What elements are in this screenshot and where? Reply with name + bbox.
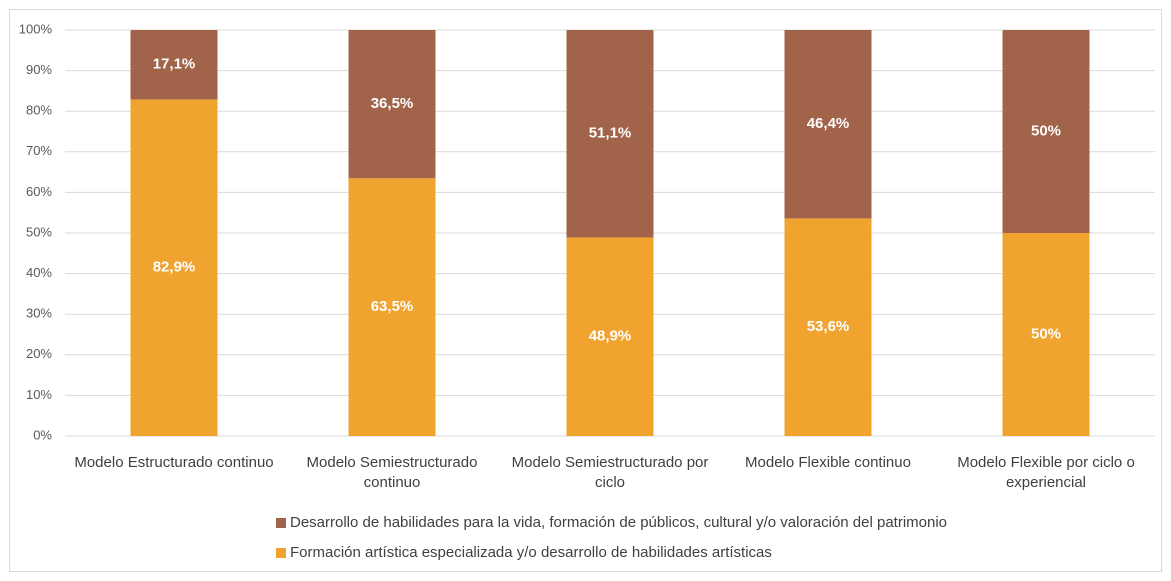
y-tick-label: 50% (26, 224, 52, 239)
legend-label: Formación artística especializada y/o de… (290, 544, 772, 561)
bar-segment (130, 30, 218, 100)
bar-segment (348, 178, 436, 436)
data-label: 50% (1031, 122, 1061, 139)
data-label: 36,5% (371, 95, 414, 112)
y-tick-label: 20% (26, 346, 52, 361)
data-label: 51,1% (589, 125, 632, 142)
bar-segment (566, 237, 654, 436)
y-tick-label: 60% (26, 184, 52, 199)
x-tick-label: Modelo Flexible continuo (745, 454, 911, 471)
bar-segment (1002, 30, 1090, 233)
bar-segment (784, 218, 872, 436)
y-tick-label: 40% (26, 265, 52, 280)
bar-segment (1002, 233, 1090, 436)
data-label: 53,6% (807, 318, 850, 335)
y-tick-label: 10% (26, 387, 52, 402)
y-tick-label: 0% (33, 427, 52, 442)
data-label: 63,5% (371, 298, 414, 315)
y-tick-label: 30% (26, 306, 52, 321)
bar-segment (348, 30, 436, 179)
bar-segment (784, 30, 872, 219)
bar-segment (130, 99, 218, 437)
legend-label: Desarrollo de habilidades para la vida, … (290, 514, 947, 531)
x-tick-label: Modelo Estructurado continuo (74, 454, 274, 471)
x-tick-label: Modelo Semiestructurado continuo (306, 454, 478, 491)
data-label: 46,4% (807, 115, 850, 132)
bar-segment (566, 30, 654, 238)
y-tick-label: 100% (19, 21, 53, 36)
data-label: 82,9% (153, 259, 196, 276)
y-tick-label: 80% (26, 103, 52, 118)
x-tick-label: Modelo Flexible por ciclo o experiencial (957, 454, 1135, 491)
y-tick-label: 90% (26, 62, 52, 77)
legend-swatch (276, 518, 286, 528)
y-tick-label: 70% (26, 143, 52, 158)
x-tick-label: Modelo Semiestructurado por ciclo (511, 454, 709, 491)
data-label: 48,9% (589, 328, 632, 345)
data-label: 17,1% (153, 56, 196, 73)
data-label: 50% (1031, 325, 1061, 342)
legend-swatch (276, 548, 286, 558)
